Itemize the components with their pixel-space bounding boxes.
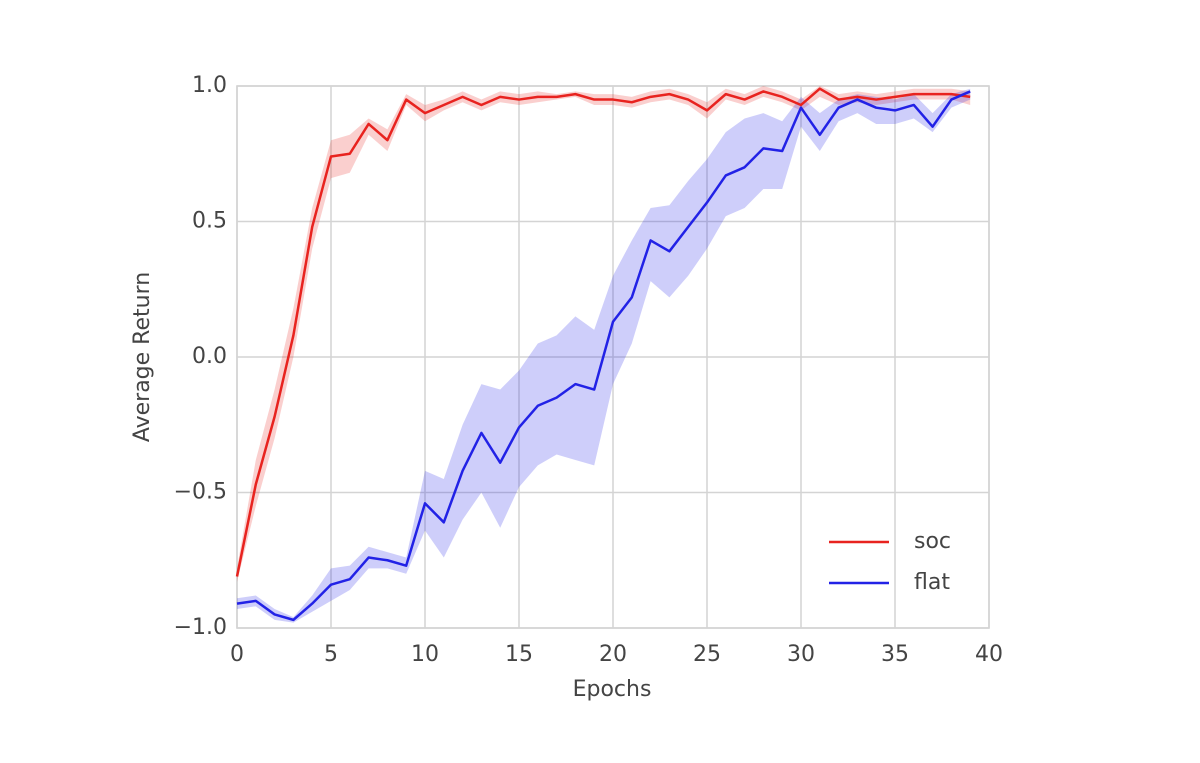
- y-tick-label: −1.0: [174, 615, 227, 640]
- x-tick-label: 10: [411, 642, 439, 667]
- legend-label: soc: [914, 529, 951, 554]
- y-tick-label: 0.5: [192, 209, 227, 234]
- line: [236, 90, 971, 622]
- x-tick-label: 35: [881, 642, 909, 667]
- x-tick-label: 5: [324, 642, 338, 667]
- x-tick-label: 0: [230, 642, 244, 667]
- y-tick-label: 1.0: [192, 73, 227, 98]
- line: [235, 87, 971, 577]
- x-tick-label: 20: [599, 642, 627, 667]
- y-tick-label: 0.0: [192, 344, 227, 369]
- x-tick-label: 15: [505, 642, 533, 667]
- x-tick-label: 25: [693, 642, 721, 667]
- legend-label: flat: [914, 570, 950, 595]
- x-axis-label: Epochs: [573, 677, 652, 702]
- x-tick-label: 30: [787, 642, 815, 667]
- y-axis-label: Average Return: [130, 272, 155, 442]
- y-tick-label: −0.5: [174, 480, 227, 505]
- x-tick-label: 40: [975, 642, 1003, 667]
